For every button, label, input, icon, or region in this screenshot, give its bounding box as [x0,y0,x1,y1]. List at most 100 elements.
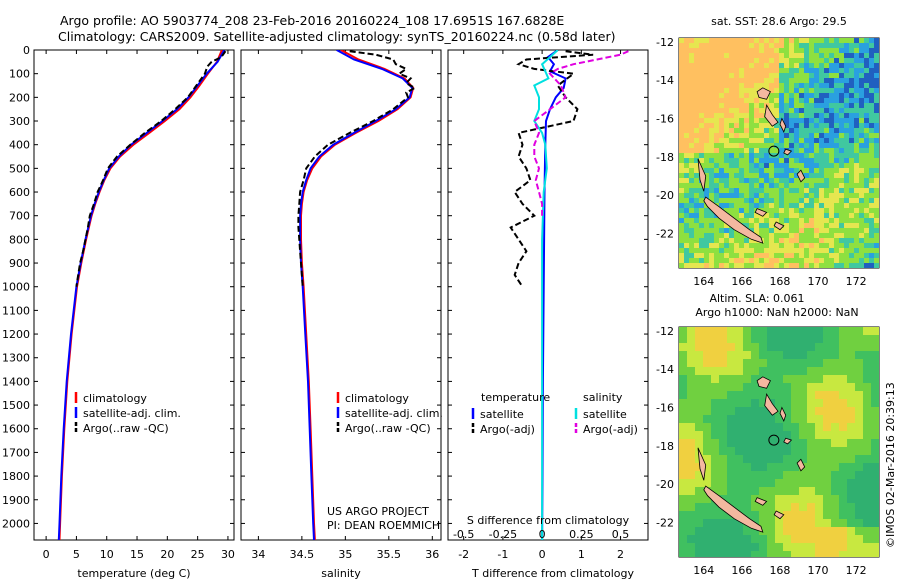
map-cell [804,168,809,173]
map-cell [874,248,879,253]
map-cell [874,133,879,138]
map-cell [864,238,869,243]
map-cell [804,48,809,53]
map-cell [834,223,839,228]
map-cell [774,38,779,43]
map-cell [699,248,704,253]
map-cell [874,43,879,48]
map-cell [819,218,824,223]
map-cell [689,63,694,68]
map-cell [855,391,863,399]
map-cell [799,108,804,113]
map-cell [799,243,804,248]
map-cell [819,138,824,143]
map-cell [859,258,864,263]
text-layer: 0100200300400500600700800900100011001200… [2,15,867,580]
map-cell [831,463,839,471]
map-cell [703,383,711,391]
map-cell [719,375,727,383]
map-cell [799,63,804,68]
map-cell [819,73,824,78]
map-cell [844,228,849,233]
map-cell [864,173,869,178]
map-cell [679,103,684,108]
map-cell [863,343,871,351]
map-cell [819,228,824,233]
map-cell [819,208,824,213]
map-cell [854,228,859,233]
map-cell [789,148,794,153]
map-cell [759,163,764,168]
map-cell [794,193,799,198]
map-cell [709,118,714,123]
map-cell [719,455,727,463]
map-cell [699,263,704,268]
map-cell [815,479,823,487]
map-cell [719,78,724,83]
map-cell [871,335,879,343]
map-cell [824,58,829,63]
map-cell [864,78,869,83]
map-cell [704,53,709,58]
map-cell [823,495,831,503]
ytick-label: 1800 [2,470,30,483]
map-cell [789,153,794,158]
map-cell [724,123,729,128]
map-cell [834,138,839,143]
island-shape [783,148,793,156]
map-cell [739,183,744,188]
map-cell [831,375,839,383]
map-cell [729,258,734,263]
map-cell [684,143,689,148]
map-cell [734,108,739,113]
map-cell [749,263,754,268]
map-cell [679,511,687,519]
map-cell [719,359,727,367]
map-ytick-label: -20 [656,189,674,202]
map-cell [679,48,684,53]
map-cell [769,53,774,58]
map-cell [749,193,754,198]
map-cell [767,415,775,423]
map-cell [804,208,809,213]
map-cell [759,58,764,63]
map-cell [734,63,739,68]
map-cell [767,327,775,335]
map-cell [854,178,859,183]
map-cell [859,173,864,178]
map-cell [783,495,791,503]
map-cell [794,243,799,248]
map-cell [871,535,879,543]
map-cell [804,103,809,108]
map-cell [823,551,831,557]
map-cell [764,183,769,188]
map-cell [869,113,874,118]
map-cell [699,123,704,128]
map-cell [849,78,854,83]
map-cell [689,198,694,203]
map-cell [839,243,844,248]
map-cell [799,455,807,463]
map-cell [799,263,804,268]
map-cell [704,38,709,43]
map-cell [759,148,764,153]
map-cell [794,233,799,238]
map-cell [834,198,839,203]
map-cell [819,148,824,153]
map-cell [729,153,734,158]
map-cell [864,178,869,183]
map-cell [799,163,804,168]
map-cell [751,447,759,455]
map-cell [714,243,719,248]
map-cell [679,463,687,471]
map-cell [839,203,844,208]
project-line1: US ARGO PROJECT [327,505,429,518]
map-cell [719,83,724,88]
map-cell [831,407,839,415]
map-cell [679,391,687,399]
map-cell [739,38,744,43]
map-cell [849,253,854,258]
map-cell [831,527,839,535]
map-cell [754,68,759,73]
map-cell [703,415,711,423]
